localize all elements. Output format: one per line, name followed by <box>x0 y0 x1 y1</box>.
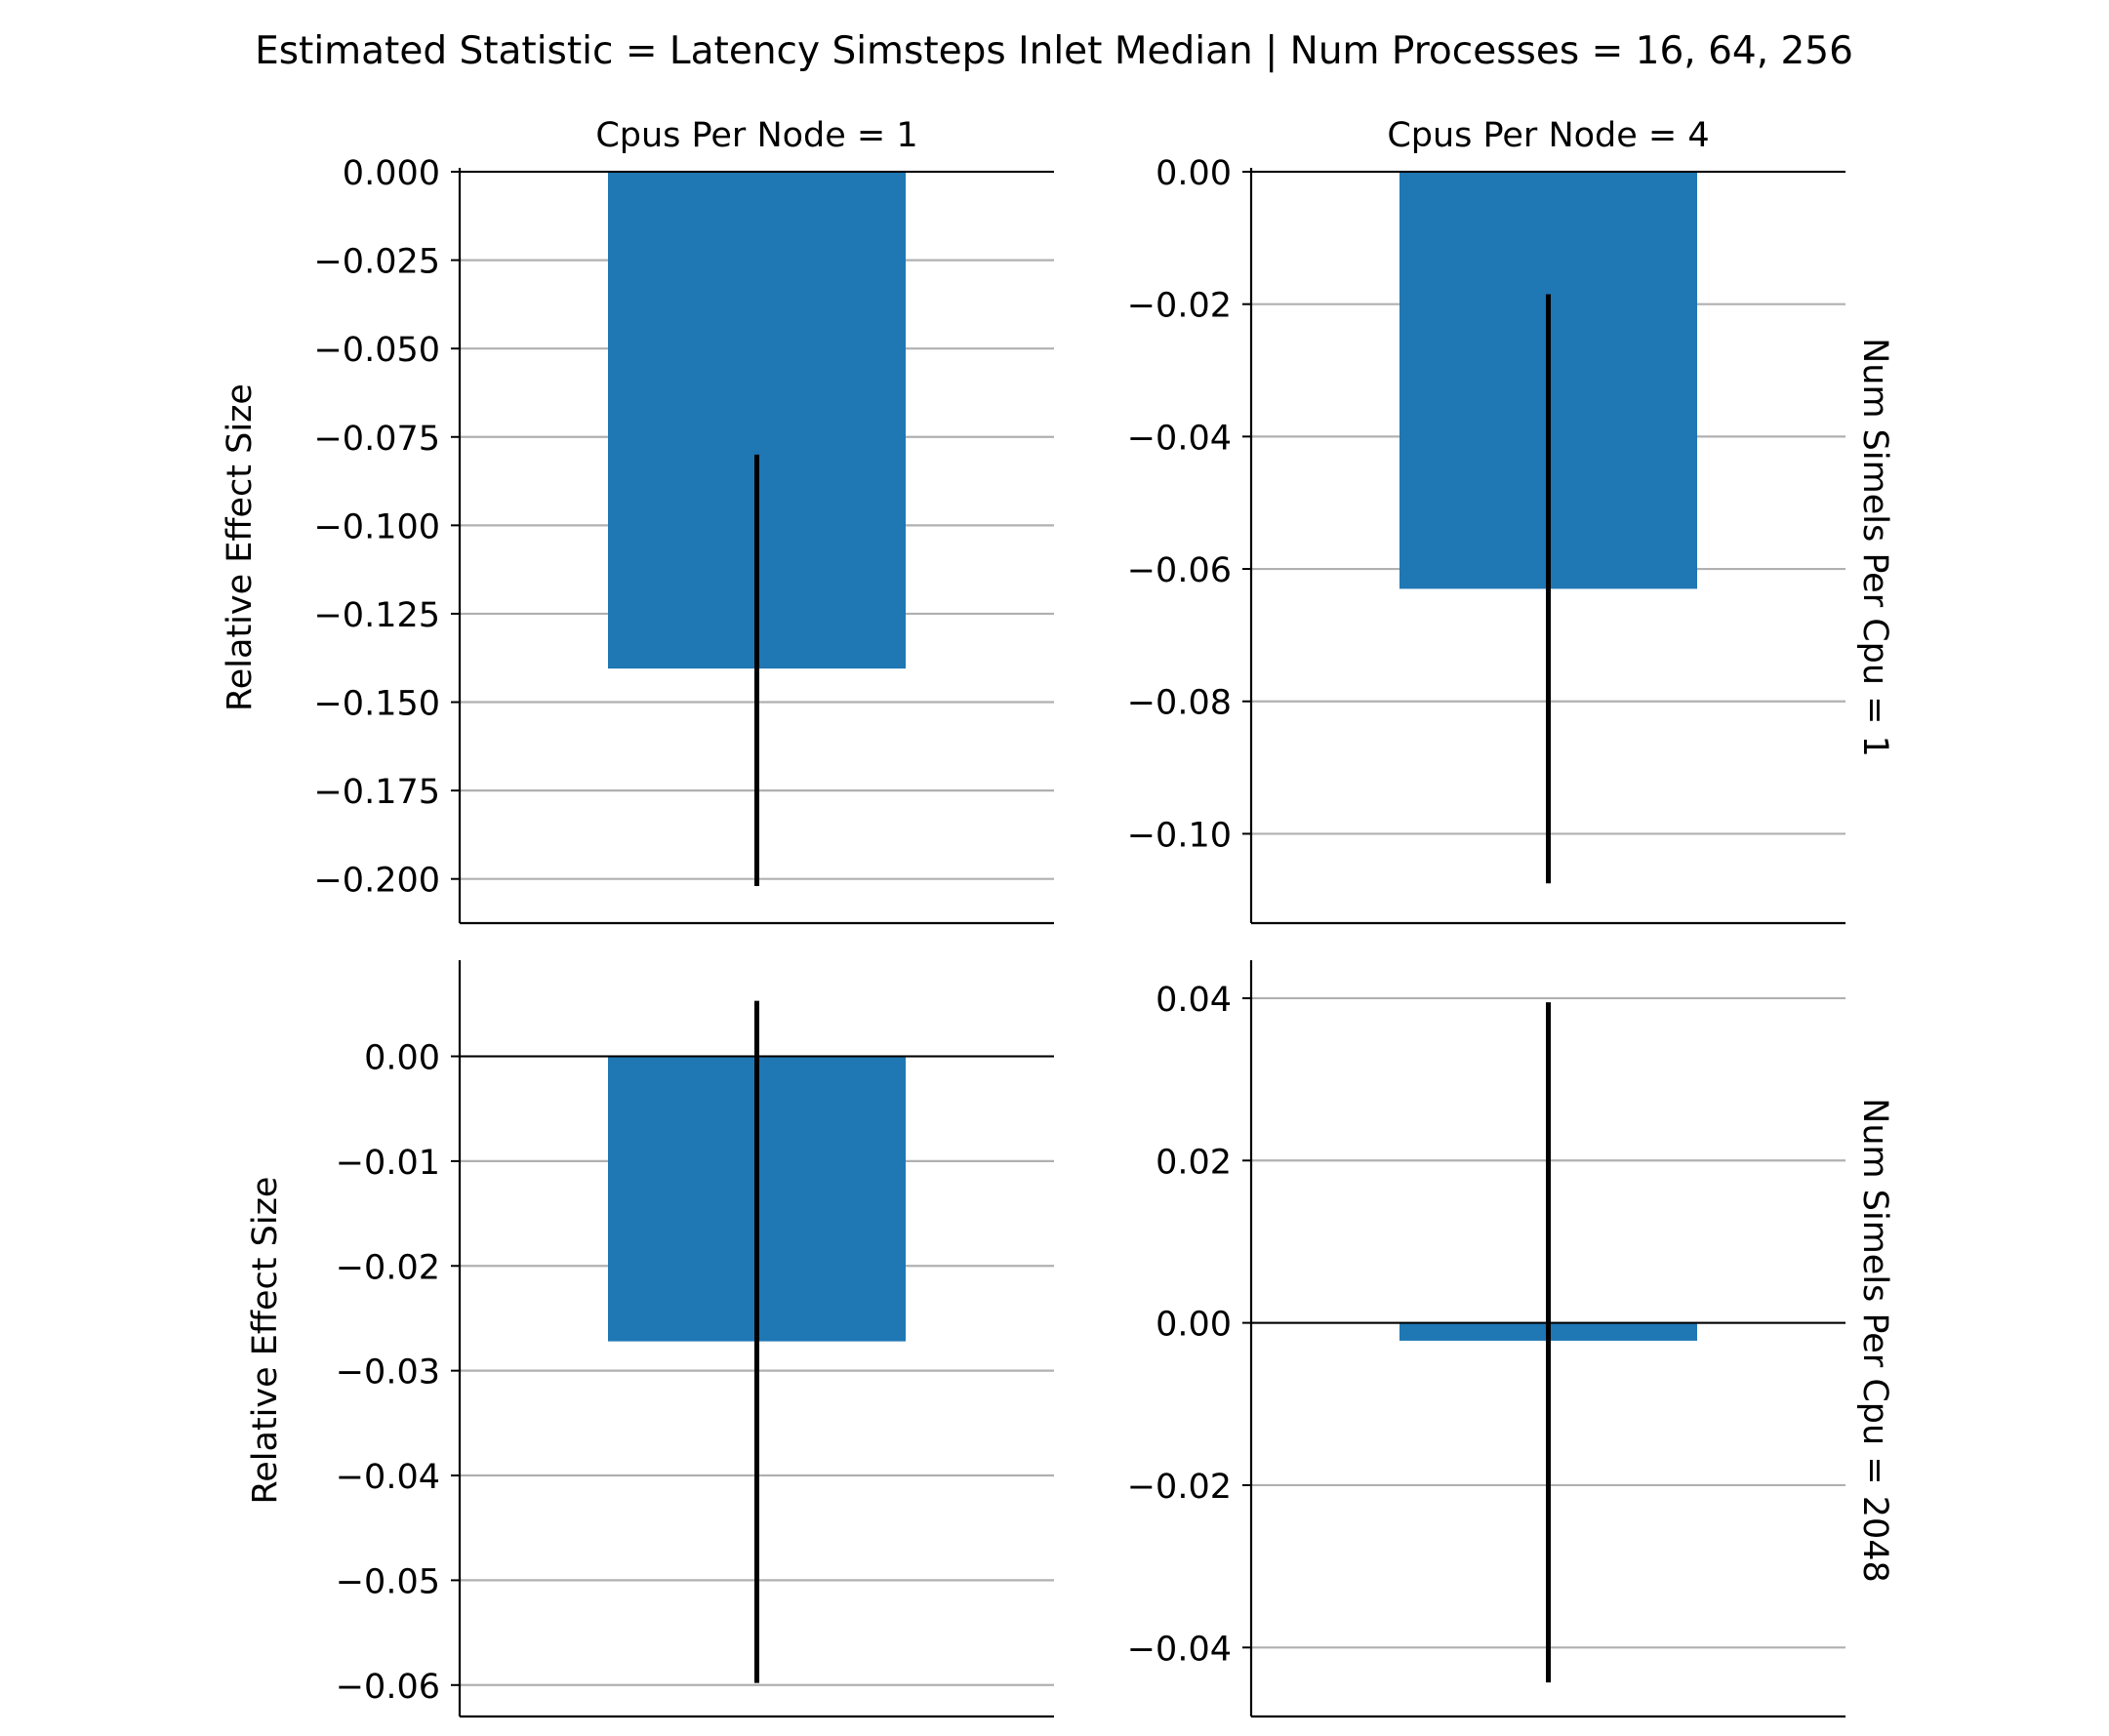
y-tick-label: 0.000 <box>343 154 440 193</box>
panel-title: Cpus Per Node = 1 <box>595 116 917 155</box>
y-tick-label: −0.02 <box>1127 287 1232 326</box>
y-tick-label: 0.00 <box>1156 1306 1232 1345</box>
y-axis-label: Relative Effect Size <box>246 1177 285 1505</box>
panel-title: Cpus Per Node = 4 <box>1387 116 1709 155</box>
y-tick-label: −0.100 <box>313 507 440 546</box>
y-tick-label: −0.04 <box>336 1458 440 1497</box>
row-facet-label: Num Simels Per Cpu = 1 <box>1855 338 1894 757</box>
y-tick-label: −0.05 <box>336 1562 440 1601</box>
y-tick-label: −0.06 <box>336 1668 440 1707</box>
y-tick-label: −0.050 <box>313 331 440 370</box>
y-tick-label: −0.150 <box>313 685 440 724</box>
y-tick-label: −0.03 <box>336 1353 440 1393</box>
y-tick-label: −0.025 <box>313 243 440 282</box>
y-axis-label: Relative Effect Size <box>221 384 260 711</box>
panel-1: 0.000 −0.025 −0.050 −0.075 −0.100 −0.125 −0.15… <box>221 116 1054 925</box>
y-tick-label: 0.04 <box>1156 981 1232 1020</box>
y-tick-label: −0.125 <box>313 596 440 635</box>
panel-4: 0.04 0.02 0.00 −0.02 −0.04 Num Simels Per Cpu… <box>1127 960 1894 1718</box>
panel-3: 0.00 −0.01 −0.02 −0.03 −0.04 −0.05 −0.06 Relati… <box>246 960 1054 1718</box>
y-tick-label: −0.08 <box>1127 684 1232 723</box>
y-tick-label: 0.00 <box>364 1038 440 1077</box>
y-tick-label: −0.04 <box>1127 1630 1232 1669</box>
figure-suptitle: Estimated Statistic = Latency Simsteps I… <box>255 29 1853 73</box>
y-tick-label: −0.10 <box>1127 816 1232 855</box>
y-tick-label: −0.075 <box>313 420 440 459</box>
facet-panels: 0.000 −0.025 −0.050 −0.075 −0.100 −0.125 −0.15… <box>221 116 1894 1718</box>
y-tick-label: 0.00 <box>1156 154 1232 193</box>
panel-2: 0.00 −0.02 −0.04 −0.06 −0.08 −0.10 Cpus Per No… <box>1127 116 1894 925</box>
row-facet-label: Num Simels Per Cpu = 2048 <box>1855 1098 1894 1583</box>
y-tick-label: −0.04 <box>1127 419 1232 458</box>
y-tick-label: −0.06 <box>1127 551 1232 590</box>
y-tick-label: −0.175 <box>313 773 440 812</box>
y-tick-label: −0.02 <box>1127 1468 1232 1507</box>
y-tick-label: −0.01 <box>336 1144 440 1183</box>
y-tick-label: 0.02 <box>1156 1143 1232 1182</box>
y-tick-label: −0.200 <box>313 862 440 901</box>
y-tick-label: −0.02 <box>336 1248 440 1287</box>
